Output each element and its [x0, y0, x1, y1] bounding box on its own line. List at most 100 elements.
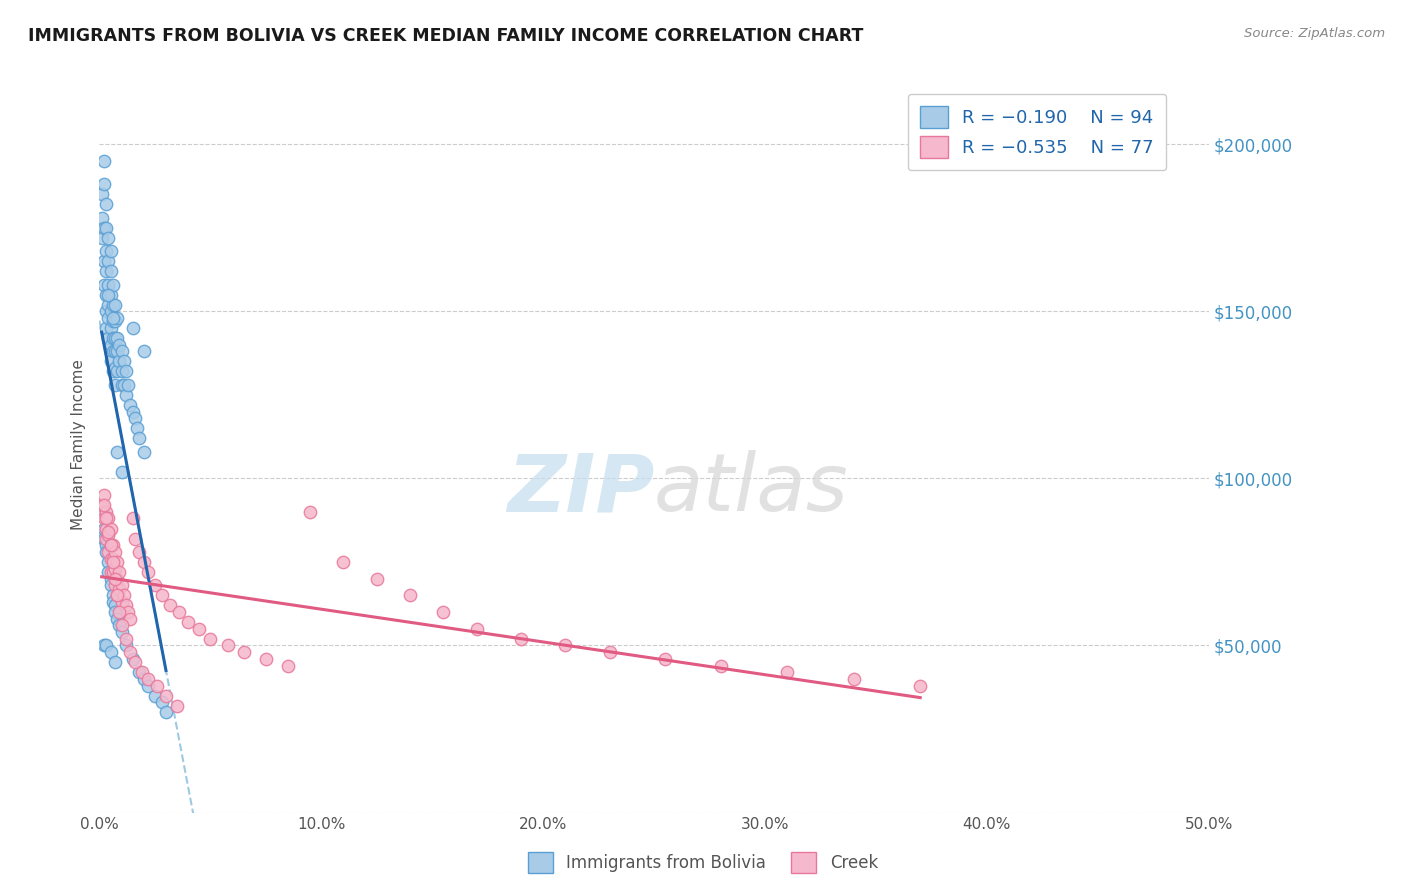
Point [100, 244, 122, 259]
Point [100, 538, 122, 552]
Point [100, 287, 122, 301]
Point [254, 652, 277, 666]
Point [104, 578, 127, 592]
Point [104, 655, 127, 669]
Point [97, 231, 120, 245]
Point [136, 565, 159, 579]
Point [110, 625, 132, 640]
Point [110, 344, 132, 359]
Point [188, 622, 211, 636]
Point [136, 672, 159, 686]
Point [100, 645, 122, 659]
Point [94, 545, 117, 559]
Point [110, 465, 132, 479]
Point [104, 314, 127, 328]
Point [104, 545, 127, 559]
Point [94, 505, 117, 519]
Point [366, 572, 388, 586]
Point [90, 187, 112, 202]
Point [127, 421, 149, 435]
Point [128, 665, 150, 680]
Point [101, 538, 124, 552]
Point [93, 522, 115, 536]
Point [97, 545, 120, 559]
Point [97, 511, 120, 525]
Point [94, 511, 117, 525]
Point [101, 588, 124, 602]
Point [105, 331, 128, 345]
Point [108, 565, 131, 579]
Point [108, 582, 131, 596]
Point [104, 298, 127, 312]
Point [94, 264, 117, 278]
Point [93, 178, 115, 192]
Point [120, 645, 142, 659]
Point [105, 588, 128, 602]
Point [217, 639, 239, 653]
Point [117, 605, 139, 619]
Point [97, 277, 120, 292]
Point [131, 665, 153, 680]
Point [97, 254, 120, 268]
Point [97, 311, 120, 326]
Point [155, 706, 177, 720]
Point [94, 522, 117, 536]
Point [105, 572, 128, 586]
Point [101, 331, 124, 345]
Point [108, 354, 131, 368]
Point [101, 565, 124, 579]
Point [101, 314, 124, 328]
Point [100, 304, 122, 318]
Point [177, 615, 200, 629]
Point [132, 444, 155, 458]
Point [90, 231, 112, 245]
Point [332, 555, 354, 569]
Point [709, 658, 731, 673]
Legend: Immigrants from Bolivia, Creek: Immigrants from Bolivia, Creek [522, 846, 884, 880]
Point [101, 277, 124, 292]
Point [97, 528, 120, 542]
Point [110, 578, 132, 592]
Point [93, 220, 115, 235]
Point [90, 498, 112, 512]
Point [101, 595, 124, 609]
Point [94, 532, 117, 546]
Point [121, 321, 143, 335]
Point [104, 361, 127, 376]
Point [100, 522, 122, 536]
Point [136, 679, 159, 693]
Text: IMMIGRANTS FROM BOLIVIA VS CREEK MEDIAN FAMILY INCOME CORRELATION CHART: IMMIGRANTS FROM BOLIVIA VS CREEK MEDIAN … [28, 27, 863, 45]
Point [108, 337, 131, 351]
Point [101, 298, 124, 312]
Point [105, 588, 128, 602]
Y-axis label: Median Family Income: Median Family Income [72, 359, 86, 531]
Point [112, 354, 135, 368]
Point [299, 505, 322, 519]
Point [100, 538, 122, 552]
Point [100, 565, 122, 579]
Point [120, 398, 142, 412]
Point [90, 211, 112, 225]
Point [169, 605, 191, 619]
Point [150, 588, 173, 602]
Point [121, 511, 143, 525]
Point [150, 695, 173, 709]
Point [143, 578, 166, 592]
Point [120, 612, 142, 626]
Point [101, 311, 124, 326]
Point [100, 337, 122, 351]
Point [108, 618, 131, 632]
Point [132, 672, 155, 686]
Point [93, 511, 115, 525]
Point [100, 264, 122, 278]
Point [100, 551, 122, 566]
Point [97, 524, 120, 539]
Point [100, 354, 122, 368]
Point [94, 538, 117, 552]
Point [90, 505, 112, 519]
Text: ZIP: ZIP [506, 450, 654, 528]
Point [97, 555, 120, 569]
Point [776, 665, 799, 680]
Point [105, 311, 128, 326]
Legend: R = −0.190    N = 94, R = −0.535    N = 77: R = −0.190 N = 94, R = −0.535 N = 77 [908, 94, 1167, 170]
